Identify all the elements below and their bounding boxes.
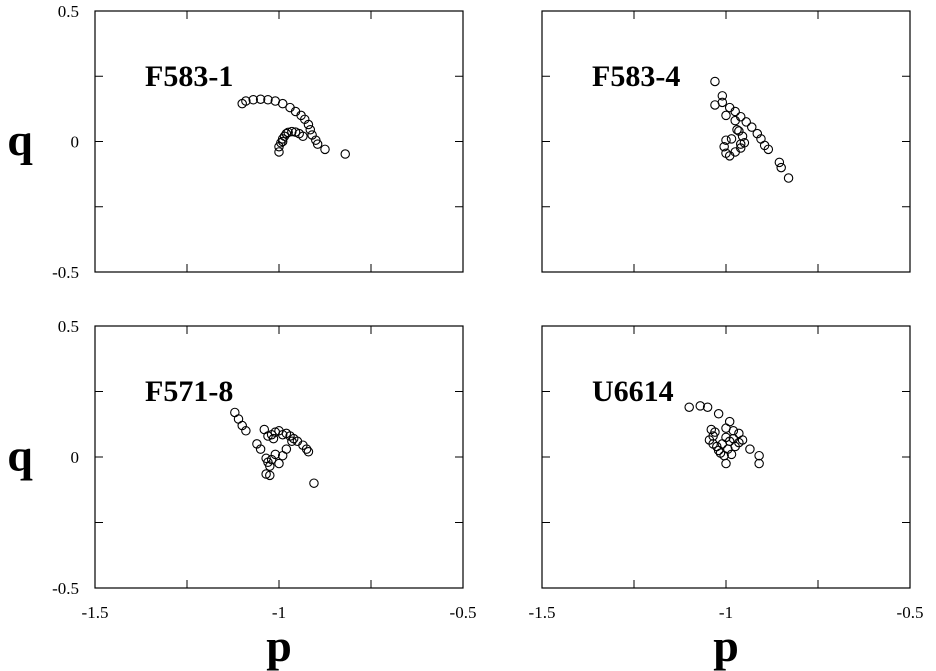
chart-panel-3: -0.5 0 0.5 -1.5 -1 -0.5 q p F571-8	[7, 317, 476, 671]
data-point	[721, 148, 731, 158]
data-point	[730, 106, 740, 117]
data-point	[763, 144, 774, 155]
data-point	[719, 141, 729, 152]
panel-title: U6614	[592, 375, 674, 408]
data-point	[298, 131, 308, 142]
x-tick-label: -1.5	[82, 603, 109, 622]
data-point	[309, 478, 319, 488]
y-tick-label: -0.5	[52, 263, 79, 282]
data-point	[241, 96, 251, 106]
data-point	[277, 98, 288, 109]
data-point	[724, 416, 735, 427]
panel-title: F583-4	[592, 60, 680, 93]
data-point	[702, 402, 713, 412]
data-point	[255, 444, 266, 454]
data-point	[735, 139, 746, 149]
data-point	[695, 401, 705, 411]
data-point	[726, 449, 737, 460]
data-point	[732, 125, 742, 135]
data-point	[287, 126, 297, 137]
plot-frame	[541, 10, 911, 273]
data-point	[274, 147, 284, 157]
data-point	[754, 458, 764, 469]
data-point	[241, 426, 251, 436]
data-point	[281, 444, 292, 454]
x-axis-label: p	[713, 620, 739, 671]
data-point	[301, 444, 312, 454]
y-axis-label: q	[7, 115, 33, 166]
data-point	[728, 433, 739, 444]
data-point	[710, 76, 720, 87]
data-point	[730, 115, 740, 126]
data-point	[281, 128, 292, 139]
data-point	[340, 149, 350, 159]
data-point	[265, 470, 275, 481]
data-point	[274, 458, 284, 469]
x-tick-label: -1.5	[529, 603, 556, 622]
x-tick-label: -0.5	[897, 603, 924, 622]
data-point	[305, 125, 316, 135]
chart-panel-4: -1.5 -1 -0.5 p U6614	[529, 325, 924, 671]
y-tick-label: 0	[71, 448, 80, 467]
data-point	[717, 97, 728, 108]
data-point	[776, 162, 786, 173]
data-point	[710, 427, 720, 437]
data-point	[754, 450, 764, 461]
data-point	[320, 144, 330, 155]
data-point	[721, 135, 731, 145]
data-point	[312, 139, 323, 149]
plot-frame	[541, 325, 911, 589]
y-tick-label: 0.5	[58, 317, 79, 336]
panel-title: F583-1	[145, 60, 233, 93]
x-tick-label: -1	[719, 603, 733, 622]
data-point	[287, 436, 297, 447]
chart-panel-2: F583-4	[541, 10, 911, 273]
data-point	[726, 134, 737, 144]
panel-title: F571-8	[145, 375, 233, 408]
data-point	[270, 449, 281, 460]
x-tick-label: -1	[272, 603, 286, 622]
y-tick-label: -0.5	[52, 579, 79, 598]
data-point	[721, 458, 731, 469]
chart-panel-1: -0.5 0 0.5 q F583-1	[7, 2, 464, 282]
data-point	[717, 91, 728, 101]
data-point	[255, 94, 266, 104]
data-point	[745, 444, 755, 454]
data-point	[721, 110, 731, 121]
data-point	[263, 94, 273, 105]
data-point	[684, 402, 694, 412]
data-point	[774, 157, 785, 168]
data-point	[717, 439, 728, 449]
y-tick-label: 0.5	[58, 2, 79, 21]
data-point	[303, 119, 314, 130]
data-point	[303, 447, 314, 457]
data-point	[741, 117, 751, 127]
data-point	[268, 433, 279, 444]
data-point	[277, 136, 288, 147]
data-point	[248, 94, 258, 105]
x-axis-label: p	[266, 620, 292, 671]
y-tick-label: 0	[71, 133, 80, 152]
data-point	[265, 461, 275, 471]
data-point	[783, 173, 794, 183]
data-point	[713, 409, 724, 419]
x-tick-label: -0.5	[450, 603, 477, 622]
data-point	[283, 127, 293, 138]
y-axis-label: q	[7, 430, 33, 481]
data-point	[747, 122, 757, 132]
